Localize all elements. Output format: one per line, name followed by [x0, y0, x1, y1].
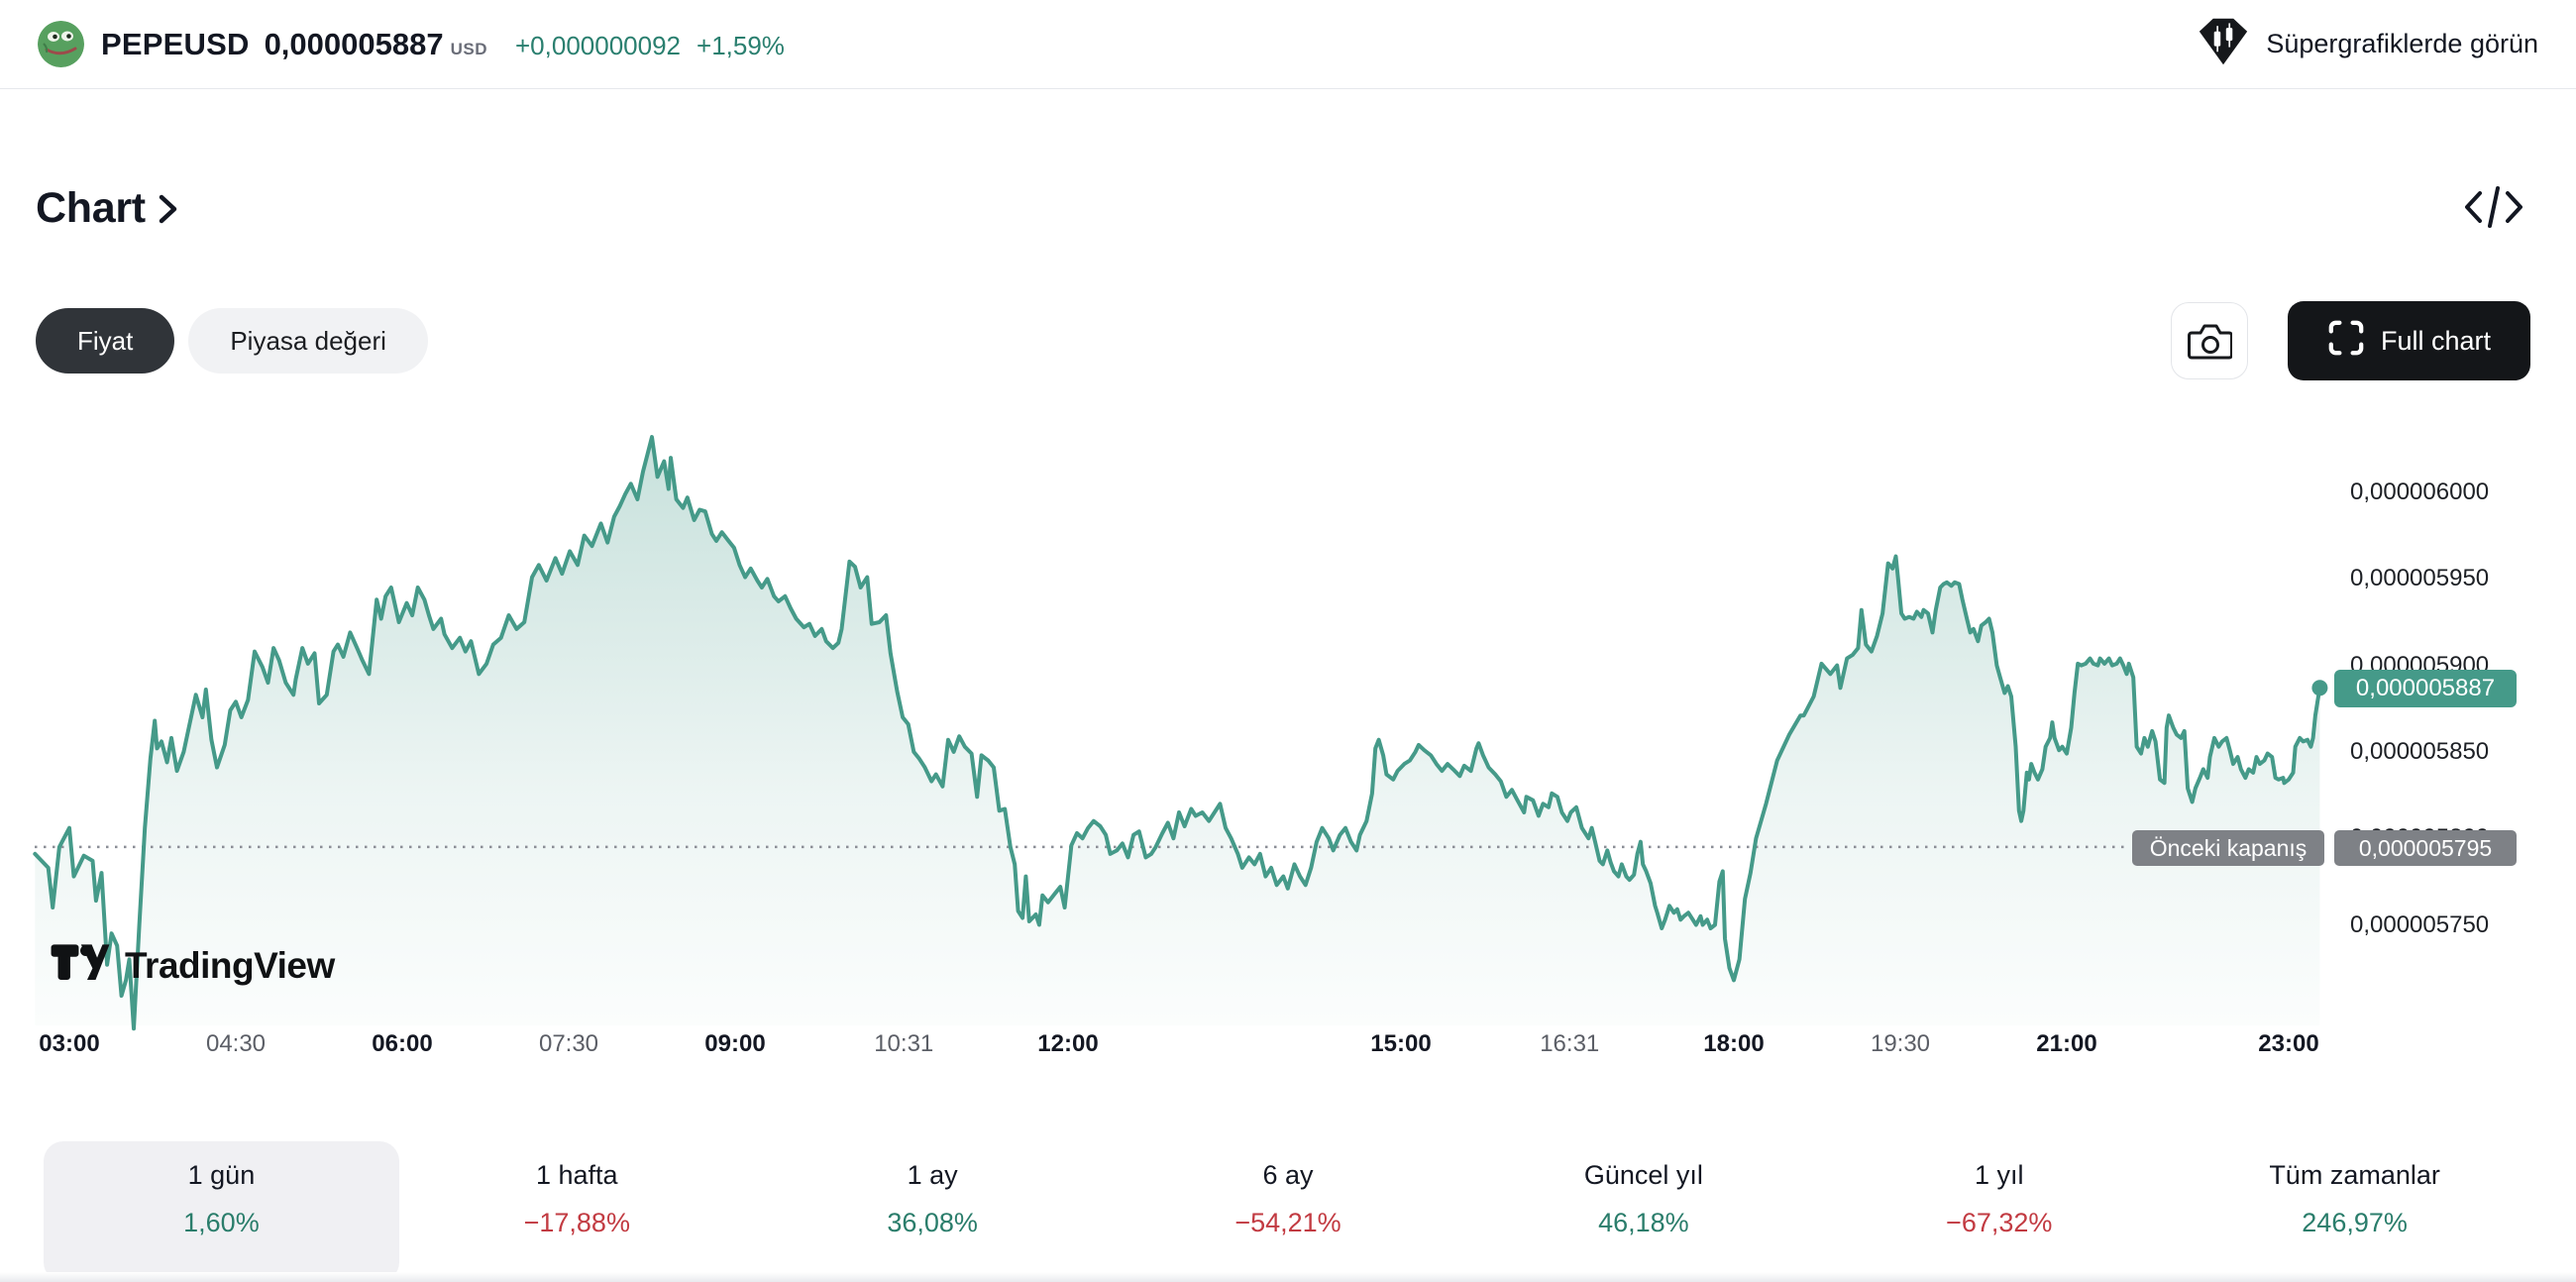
y-axis-tick: 0,000005750 [2350, 910, 2490, 938]
range-change-value: 246,97% [2302, 1208, 2408, 1237]
symbol-header: PEPEUSD 0,000005887 USD +0,000000092 +1,… [0, 0, 2576, 89]
chart-section-link[interactable]: Chart [36, 184, 179, 233]
price-change-pct: +1,59% [697, 30, 785, 60]
range-1-hafta[interactable]: 1 hafta −17,88% [399, 1141, 755, 1282]
chart-section-heading: Chart [36, 170, 2528, 246]
timeframe-performance-row: 1 gün 1,60% 1 hafta −17,88% 1 ay 36,08% 6 ay −5… [44, 1141, 2532, 1282]
range-label: Tüm zamanlar [2269, 1160, 2440, 1190]
price-chart[interactable]: 0,000006000 0,000005950 0,000005900 0,00000… [0, 416, 2576, 1070]
tradingview-watermark-label: TradingView [125, 944, 335, 986]
range-label: Güncel yıl [1583, 1160, 1703, 1190]
tab-fiyat[interactable]: Fiyat [36, 308, 175, 374]
range-label: 1 yıl [1974, 1160, 2024, 1190]
y-axis-tick: 0,000005850 [2350, 737, 2490, 765]
pepe-coin-avatar [38, 21, 84, 67]
range-label: 1 gün [187, 1160, 256, 1190]
x-axis-tick: 07:30 [538, 1030, 599, 1057]
x-axis-tick: 04:30 [205, 1030, 267, 1057]
range-change-value: −67,32% [1946, 1208, 2053, 1237]
pepe-frog-icon [38, 21, 84, 67]
prev-close-label-badge: Önceki kapanış [2132, 830, 2324, 866]
supercharts-label: Süpergrafiklerde görün [2266, 29, 2538, 58]
range-label: 1 ay [907, 1160, 958, 1190]
y-axis-tick: 0,000005950 [2350, 565, 2490, 592]
x-axis-tick: 09:00 [704, 1030, 766, 1057]
chevron-right-icon [158, 192, 179, 231]
price-area-chart [33, 435, 2328, 1031]
price-change-abs: +0,000000092 [515, 30, 682, 60]
snapshot-camera-button[interactable] [2170, 302, 2248, 379]
x-axis-tick: 16:31 [1540, 1030, 1600, 1057]
range-change-value: 1,60% [183, 1208, 260, 1237]
embed-code-button[interactable] [2459, 180, 2528, 237]
range-guncel-yil[interactable]: Güncel yıl 46,18% [1465, 1141, 1821, 1282]
x-axis-tick: 12:00 [1037, 1030, 1099, 1057]
x-axis-tick: 23:00 [2258, 1030, 2319, 1057]
current-price-badge: 0,000005887 [2334, 670, 2517, 707]
symbol-summary: PEPEUSD 0,000005887 USD +0,000000092 +1,… [38, 21, 785, 67]
y-axis-tick: 0,000006000 [2350, 479, 2490, 505]
range-1-yil[interactable]: 1 yıl −67,32% [1821, 1141, 2177, 1282]
open-supercharts-link[interactable]: Süpergrafiklerde görün [2198, 16, 2538, 72]
x-axis-tick: 18:00 [1703, 1030, 1765, 1057]
x-axis-tick: 06:00 [372, 1030, 433, 1057]
chart-mode-tabs: Fiyat Piyasa değeri [36, 308, 428, 374]
symbol-name: PEPEUSD [101, 26, 250, 61]
supercharts-diamond-icon [2198, 16, 2249, 72]
range-tum-zamanlar[interactable]: Tüm zamanlar 246,97% [2177, 1141, 2532, 1282]
code-icon [2463, 185, 2524, 233]
range-label: 6 ay [1262, 1160, 1314, 1190]
chart-toolbar: Fiyat Piyasa değeri [36, 300, 2530, 381]
tab-piyasa-degeri[interactable]: Piyasa değeri [188, 308, 428, 374]
tradingview-logo-icon [50, 941, 111, 990]
range-change-value: −54,21% [1234, 1208, 1342, 1237]
x-axis-tick: 10:31 [874, 1030, 934, 1057]
symbol-price: 0,000005887 [264, 26, 444, 61]
range-6-ay[interactable]: 6 ay −54,21% [1111, 1141, 1466, 1282]
x-axis-tick: 15:00 [1370, 1030, 1432, 1057]
prev-close-value-badge: 0,000005795 [2334, 830, 2517, 866]
range-change-value: 46,18% [1598, 1208, 1689, 1237]
x-axis-tick: 03:00 [39, 1030, 100, 1057]
fullscreen-icon [2327, 319, 2365, 364]
price-currency: USD [450, 39, 487, 58]
x-axis-tick: 19:30 [1870, 1030, 1931, 1057]
range-1-ay[interactable]: 1 ay 36,08% [755, 1141, 1111, 1282]
range-1-gun[interactable]: 1 gün 1,60% [44, 1141, 399, 1282]
full-chart-label: Full chart [2380, 325, 2491, 356]
tradingview-watermark[interactable]: TradingView [50, 941, 335, 990]
range-change-value: −17,88% [523, 1208, 630, 1237]
next-section-edge [0, 1272, 2576, 1282]
camera-icon [2187, 319, 2233, 364]
range-label: 1 hafta [536, 1160, 618, 1190]
x-axis-tick: 21:00 [2036, 1030, 2097, 1057]
section-title: Chart [36, 183, 146, 232]
full-chart-button[interactable]: Full chart [2287, 301, 2530, 380]
range-change-value: 36,08% [887, 1208, 978, 1237]
